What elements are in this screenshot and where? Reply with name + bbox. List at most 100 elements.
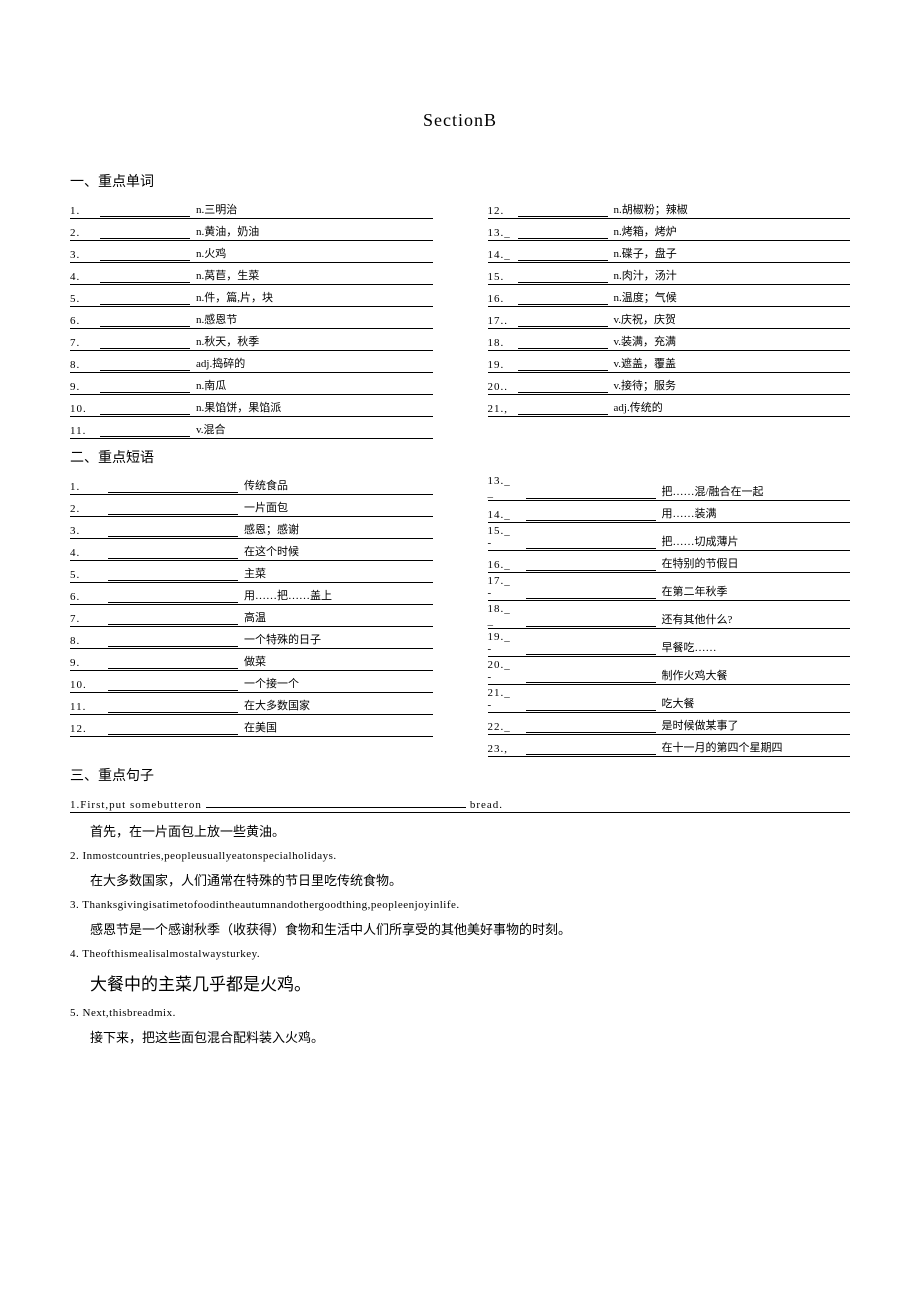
item-definition: adj.传统的 [614, 399, 663, 415]
list-item: 5.n.件，篇,片，块 [70, 285, 433, 307]
fill-blank [526, 743, 656, 755]
item-definition: n.肉汁，汤汁 [614, 267, 677, 283]
list-item: 1.n.三明治 [70, 197, 433, 219]
item-number: 18._ _ [488, 603, 518, 627]
item-number: 15._ - [488, 525, 518, 549]
item-definition: n.件，篇,片，块 [196, 289, 273, 305]
words-left-col: 1.n.三明治2.n.黄油，奶油3.n.火鸡4.n.莴苣，生菜5.n.件，篇,片… [70, 197, 433, 439]
list-item: 4. n.莴苣，生菜 [70, 263, 433, 285]
item-number: 12. [488, 205, 518, 217]
list-item: 16._在特别的节假日 [488, 551, 851, 573]
item-number: 6. [70, 591, 100, 603]
item-definition: 制作火鸡大餐 [662, 667, 728, 683]
fill-blank [100, 271, 190, 283]
sentence-en: 3. Thanksgivingisatimetofoodintheautumna… [70, 899, 850, 911]
list-item: 12.n.胡椒粉；辣椒 [488, 197, 851, 219]
fill-blank [526, 587, 656, 599]
item-number: 7. [70, 337, 100, 349]
fill-blank [518, 315, 608, 327]
list-item: 3. 感恩；感谢 [70, 517, 433, 539]
fill-blank [526, 671, 656, 683]
item-number: 15. [488, 271, 518, 283]
fill-blank [108, 679, 238, 691]
list-item: 19.v.遮盖，覆盖 [488, 351, 851, 373]
list-item: 20._ -制作火鸡大餐 [488, 657, 851, 685]
item-definition: 把……混/融合在一起 [662, 483, 764, 499]
item-definition: 还有其他什么? [662, 611, 733, 627]
item-definition: 在第二年秋季 [662, 583, 728, 599]
fill-blank [108, 503, 238, 515]
list-item: 19._ -早餐吃…… [488, 629, 851, 657]
heading-phrases: 二、重点短语 [70, 447, 850, 467]
item-definition: v.装满，充满 [614, 333, 677, 349]
item-definition: n.感恩节 [196, 311, 237, 327]
item-number: 16. [488, 293, 518, 305]
list-item: 13._ _把……混/融合在一起 [488, 473, 851, 501]
list-item: 5. 主菜 [70, 561, 433, 583]
item-definition: n.三明治 [196, 201, 237, 217]
item-number: 21._ - [488, 687, 518, 711]
item-number: 2. [70, 503, 100, 515]
fill-blank [100, 403, 190, 415]
item-number: 3. [70, 525, 100, 537]
item-number: 4. [70, 271, 100, 283]
item-definition: 做菜 [244, 653, 266, 669]
item-definition: n.烤箱，烤炉 [614, 223, 677, 239]
list-item: 14._ 用……装满 [488, 501, 851, 523]
item-definition: 一片面包 [244, 499, 288, 515]
fill-blank [108, 547, 238, 559]
list-item: 12.在美国 [70, 715, 433, 737]
item-definition: 早餐吃…… [662, 639, 717, 655]
fill-blank [518, 249, 608, 261]
item-number: 14._ [488, 509, 518, 521]
list-item: 9.做菜 [70, 649, 433, 671]
fill-blank [100, 337, 190, 349]
list-item: 23.,在十一月的第四个星期四 [488, 735, 851, 757]
item-number: 5. [70, 569, 100, 581]
fill-blank [518, 381, 608, 393]
fill-blank [100, 293, 190, 305]
item-definition: 是时候做某事了 [662, 717, 739, 733]
fill-blank [100, 425, 190, 437]
fill-blank [108, 569, 238, 581]
sentence-en: 2. Inmostcountries,peopleusuallyeatonspe… [70, 850, 850, 862]
list-item: 2. 一片面包 [70, 495, 433, 517]
sentence-en: 1.First,put somebutteronbread. [70, 795, 850, 813]
item-number: 20.. [488, 381, 518, 393]
item-number: 23., [488, 743, 518, 755]
item-definition: 在这个时候 [244, 543, 299, 559]
item-definition: 感恩；感谢 [244, 521, 299, 537]
list-item: 15. n.肉汁，汤汁 [488, 263, 851, 285]
page-title: SectionB [70, 110, 850, 131]
list-item: 6.n.感恩节 [70, 307, 433, 329]
item-number: 14._ [488, 249, 518, 261]
sentences-block: 1.First,put somebutteronbread. 首先，在一片面包上放… [70, 795, 850, 1046]
item-number: 21., [488, 403, 518, 415]
list-item: 15._ - 把……切成薄片 [488, 523, 851, 551]
item-definition: 把……切成薄片 [662, 533, 739, 549]
fill-blank [100, 359, 190, 371]
list-item: 7. n.秋天，秋季 [70, 329, 433, 351]
item-definition: adj.捣碎的 [196, 355, 245, 371]
sentence-cn: 首先，在一片面包上放一些黄油。 [90, 821, 850, 840]
item-definition: n.莴苣，生菜 [196, 267, 259, 283]
list-item: 8.一个特殊的日子 [70, 627, 433, 649]
item-definition: n.碟子，盘子 [614, 245, 677, 261]
sentence-text: 1.First,put somebutteron [70, 799, 202, 811]
list-item: 6.用……把……盖上 [70, 583, 433, 605]
sentence-en: 4. Theofthismealisalmostalwaysturkey. [70, 948, 850, 960]
item-definition: 用……装满 [662, 505, 717, 521]
fill-blank [100, 381, 190, 393]
fill-blank [518, 359, 608, 371]
item-definition: n.温度；气候 [614, 289, 677, 305]
item-number: 7. [70, 613, 100, 625]
item-number: 9. [70, 381, 100, 393]
list-item: 9.n.南瓜 [70, 373, 433, 395]
item-number: 17._ - [488, 575, 518, 599]
item-definition: n.黄油，奶油 [196, 223, 259, 239]
fill-blank [518, 205, 608, 217]
list-item: 1.传统食品 [70, 473, 433, 495]
item-definition: v.混合 [196, 421, 226, 437]
item-definition: 主菜 [244, 565, 266, 581]
item-definition: n.秋天，秋季 [196, 333, 259, 349]
